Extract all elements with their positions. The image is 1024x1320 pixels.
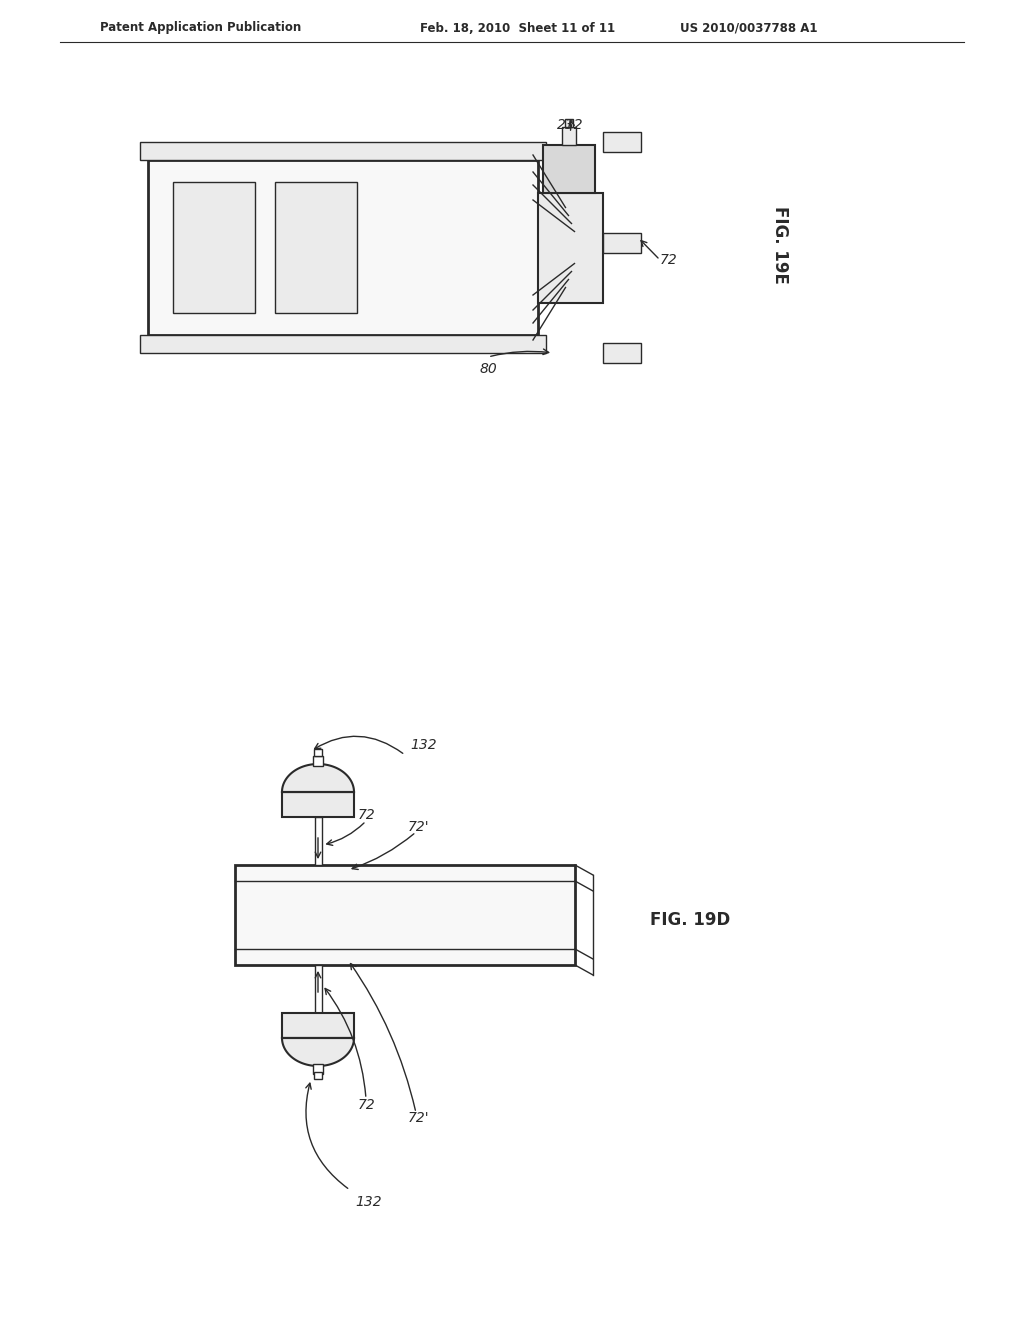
Bar bbox=[603, 132, 641, 152]
Text: US 2010/0037788 A1: US 2010/0037788 A1 bbox=[680, 21, 817, 34]
Text: FIG. 19D: FIG. 19D bbox=[650, 911, 730, 929]
Text: 72': 72' bbox=[408, 1111, 430, 1125]
Bar bbox=[313, 1064, 323, 1074]
Text: 132: 132 bbox=[355, 1195, 382, 1209]
Bar bbox=[314, 965, 322, 1012]
Bar bbox=[282, 792, 354, 817]
Bar bbox=[173, 182, 255, 313]
Bar bbox=[314, 1072, 322, 1078]
Bar bbox=[565, 119, 573, 127]
Text: 80: 80 bbox=[479, 362, 497, 376]
Text: 72: 72 bbox=[358, 808, 376, 822]
Bar bbox=[562, 127, 575, 144]
Text: 232: 232 bbox=[557, 117, 584, 132]
Text: Feb. 18, 2010  Sheet 11 of 11: Feb. 18, 2010 Sheet 11 of 11 bbox=[420, 21, 615, 34]
Bar bbox=[140, 143, 546, 160]
Text: 72: 72 bbox=[660, 253, 678, 267]
Text: 72: 72 bbox=[358, 1098, 376, 1111]
Bar bbox=[603, 343, 641, 363]
Bar bbox=[538, 193, 603, 302]
Bar bbox=[603, 232, 641, 252]
Bar bbox=[314, 817, 322, 865]
Bar bbox=[234, 865, 575, 965]
Bar bbox=[148, 160, 538, 335]
Text: Patent Application Publication: Patent Application Publication bbox=[100, 21, 301, 34]
Bar bbox=[282, 1012, 354, 1038]
Bar bbox=[543, 144, 595, 193]
Polygon shape bbox=[282, 764, 354, 792]
Bar bbox=[314, 748, 322, 756]
Polygon shape bbox=[282, 1038, 354, 1067]
Bar bbox=[140, 335, 546, 352]
Text: FIG. 19E: FIG. 19E bbox=[771, 206, 790, 284]
Text: 72': 72' bbox=[408, 820, 430, 834]
Bar bbox=[275, 182, 357, 313]
Text: 132: 132 bbox=[410, 738, 436, 752]
Bar bbox=[313, 756, 323, 766]
